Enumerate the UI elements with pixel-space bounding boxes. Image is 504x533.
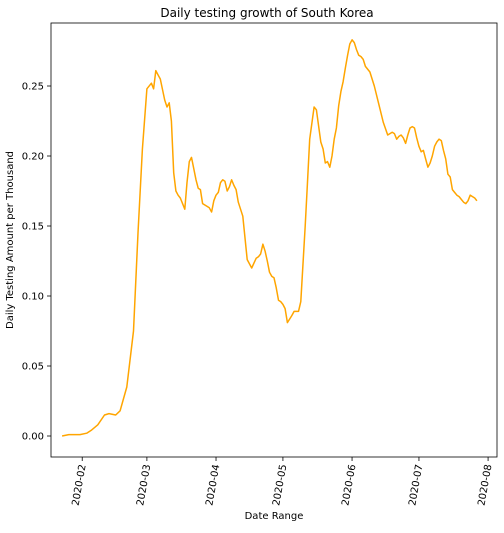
x-tick-label: 2020-04	[204, 464, 222, 507]
y-axis-label: Daily Testing Amount per Thousand	[5, 151, 16, 329]
y-tick-label: 0.20	[22, 152, 44, 163]
x-axis-ticks: 2020-02 2020-03 2020-04 2020-05 2020-06 2020-…	[71, 457, 495, 507]
y-tick-label: 0.25	[22, 82, 44, 93]
x-tick-label: 2020-06	[340, 464, 358, 507]
x-tick-label: 2020-03	[135, 464, 153, 507]
y-tick-label: 0.00	[22, 432, 44, 443]
x-tick-label: 2020-07	[407, 464, 425, 507]
series-line	[61, 39, 478, 437]
y-axis-ticks: 0.00 0.05 0.10 0.15 0.20 0.25	[22, 82, 51, 443]
y-tick-label: 0.15	[22, 222, 44, 233]
x-axis-label: Date Range	[245, 511, 304, 522]
y-tick-label: 0.10	[22, 292, 44, 303]
y-tick-label: 0.05	[22, 362, 44, 373]
x-tick-label: 2020-05	[271, 464, 289, 507]
x-tick-label: 2020-08	[476, 464, 494, 507]
plot-frame	[50, 22, 498, 458]
chart-title: Daily testing growth of South Korea	[160, 6, 373, 20]
plot-area	[61, 39, 478, 437]
x-tick-label: 2020-02	[71, 464, 89, 507]
